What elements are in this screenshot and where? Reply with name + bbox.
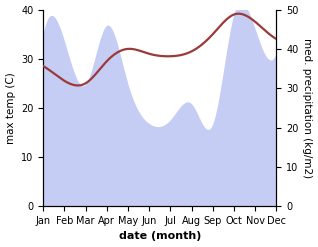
Y-axis label: max temp (C): max temp (C) xyxy=(5,72,16,144)
X-axis label: date (month): date (month) xyxy=(119,231,201,242)
Y-axis label: med. precipitation (kg/m2): med. precipitation (kg/m2) xyxy=(302,38,313,178)
